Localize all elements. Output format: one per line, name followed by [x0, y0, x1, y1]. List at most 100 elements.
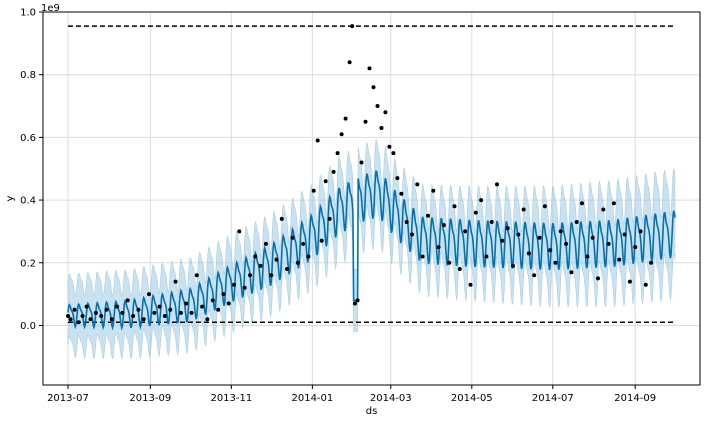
- observed-point: [248, 273, 252, 278]
- observed-point: [168, 307, 173, 312]
- x-tick-label: 2013-11: [210, 393, 252, 404]
- observed-point: [521, 207, 526, 212]
- observed-point: [611, 201, 616, 206]
- x-tick-label: 2014-03: [370, 393, 412, 404]
- observed-point: [468, 282, 473, 287]
- observed-point: [343, 116, 348, 121]
- observed-point: [590, 235, 595, 240]
- observed-point: [537, 235, 542, 240]
- observed-point: [495, 182, 499, 187]
- observed-point: [200, 304, 205, 309]
- observed-point: [157, 304, 162, 309]
- observed-point: [80, 314, 85, 318]
- y-tick-label: 0.8: [20, 70, 36, 81]
- observed-point: [66, 314, 70, 318]
- x-tick-label: 2014-09: [614, 393, 656, 404]
- observed-point: [426, 213, 430, 218]
- x-tick-label: 2014-05: [451, 393, 493, 404]
- observed-point: [457, 267, 462, 271]
- observed-point: [339, 132, 344, 137]
- observed-point: [323, 179, 328, 184]
- observed-point: [532, 273, 537, 278]
- observed-point: [295, 260, 300, 265]
- observed-point: [463, 229, 468, 234]
- observed-point: [125, 298, 130, 303]
- observed-point: [331, 169, 336, 174]
- observed-point: [147, 292, 151, 297]
- observed-point: [347, 60, 352, 65]
- observed-point: [447, 260, 452, 265]
- observed-point: [395, 176, 400, 181]
- observed-point: [109, 317, 114, 322]
- observed-point: [210, 298, 215, 303]
- observed-point: [84, 304, 89, 309]
- y-tick-label: 0.2: [20, 258, 36, 269]
- observed-point: [580, 201, 584, 206]
- x-tick-label: 2014-07: [532, 393, 574, 404]
- observed-point: [399, 191, 404, 196]
- observed-point: [93, 310, 98, 315]
- observed-point: [415, 182, 420, 187]
- observed-point: [452, 204, 457, 209]
- observed-point: [258, 263, 263, 268]
- observed-point: [311, 188, 316, 193]
- observed-point: [479, 198, 484, 203]
- observed-point: [622, 232, 627, 237]
- observed-point: [516, 232, 521, 237]
- observed-point: [352, 301, 357, 306]
- observed-point: [558, 229, 563, 234]
- x-tick-label: 2013-09: [129, 393, 171, 404]
- observed-point: [410, 232, 414, 237]
- observed-point: [237, 229, 242, 234]
- y-tick-label: 0.6: [20, 133, 36, 144]
- observed-point: [404, 220, 409, 224]
- observed-point: [649, 260, 654, 265]
- observed-point: [553, 260, 558, 265]
- observed-point: [526, 251, 531, 256]
- observed-point: [189, 310, 194, 315]
- axis-ticks: 2013-07 2013-09 2013-11 2014-01 2014-03 2014-…: [20, 8, 656, 405]
- observed-point: [319, 238, 324, 243]
- observed-point: [371, 85, 376, 90]
- observed-point: [194, 273, 199, 278]
- observed-point: [216, 307, 221, 312]
- x-tick-label: 2014-01: [291, 393, 333, 404]
- x-axis-label: ds: [366, 406, 378, 417]
- observed-point: [315, 138, 320, 143]
- uncertainty-band-area: [67, 139, 676, 361]
- observed-point: [375, 104, 380, 108]
- observed-point: [285, 267, 290, 271]
- observed-point: [585, 254, 590, 259]
- observed-point: [274, 257, 279, 262]
- observed-point: [355, 298, 360, 303]
- observed-point: [162, 314, 167, 318]
- observed-point: [253, 254, 258, 259]
- observed-point: [232, 282, 236, 287]
- forecast-line-group: [67, 170, 676, 331]
- observed-point: [574, 220, 579, 224]
- observed-point: [441, 223, 446, 228]
- observed-point: [221, 292, 226, 297]
- x-tick-label: 2013-07: [47, 393, 89, 404]
- y-tick-label: 0.4: [20, 196, 36, 207]
- observed-point: [569, 270, 574, 275]
- observed-point: [120, 310, 125, 315]
- observed-point: [306, 254, 311, 259]
- observed-point: [633, 245, 638, 250]
- observed-point: [606, 241, 611, 246]
- observed-point: [205, 317, 210, 322]
- observed-point: [643, 282, 648, 287]
- observed-point: [627, 279, 632, 284]
- observed-point: [99, 314, 104, 318]
- observed-point: [367, 66, 372, 71]
- limit-lines: [67, 25, 676, 324]
- observed-point: [500, 238, 505, 243]
- observed-point: [489, 220, 494, 224]
- observed-point: [131, 314, 136, 318]
- observed-point: [383, 110, 388, 115]
- y-tick-label: 1.0: [20, 8, 36, 19]
- observed-point: [279, 216, 284, 221]
- observed-point: [72, 307, 77, 312]
- observed-point: [542, 204, 547, 209]
- observed-point: [431, 188, 436, 193]
